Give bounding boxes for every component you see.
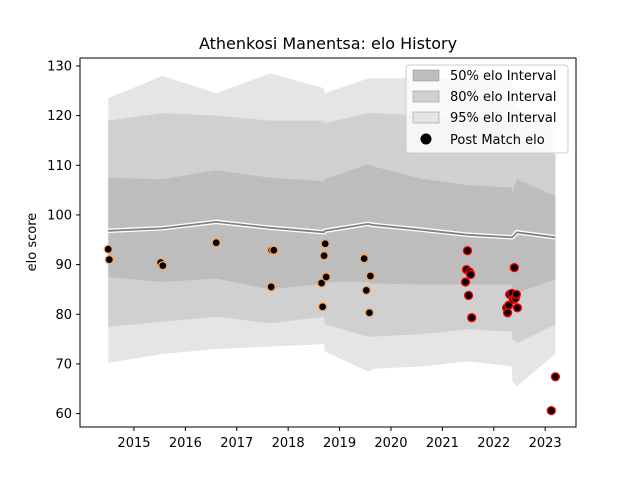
y-tick-label-60: 60 bbox=[55, 407, 72, 422]
y-tick-label-80: 80 bbox=[55, 308, 72, 323]
x-tick-label-2022: 2022 bbox=[477, 436, 510, 451]
y-tick-label-100: 100 bbox=[47, 208, 72, 223]
legend-box bbox=[405, 64, 569, 154]
data-point-13 bbox=[359, 253, 369, 264]
plot-frame bbox=[79, 57, 577, 428]
x-tick-label-2020: 2020 bbox=[374, 436, 407, 451]
data-point-34 bbox=[546, 405, 556, 416]
x-tick-label-2023: 2023 bbox=[529, 436, 562, 451]
y-axis-label: elo score bbox=[25, 213, 40, 272]
y-tick-label-90: 90 bbox=[55, 258, 72, 273]
legend-swatch-80 bbox=[412, 90, 440, 103]
x-tick-label-2018: 2018 bbox=[272, 436, 305, 451]
x-tick-label-2021: 2021 bbox=[426, 436, 459, 451]
data-point-14 bbox=[361, 285, 371, 296]
y-tick-label-70: 70 bbox=[55, 357, 72, 372]
data-point-1 bbox=[104, 254, 114, 265]
data-point-26 bbox=[504, 300, 514, 310]
data-point-25 bbox=[502, 308, 513, 318]
x-tick-label-2016: 2016 bbox=[169, 436, 202, 451]
x-tick-label-2015: 2015 bbox=[117, 436, 150, 451]
data-point-20 bbox=[463, 290, 474, 301]
x-tick-label-2019: 2019 bbox=[323, 436, 356, 451]
legend-swatch-95 bbox=[412, 111, 440, 124]
y-tick-label-130: 130 bbox=[47, 59, 72, 74]
legend-label-95: 95% elo Interval bbox=[450, 111, 557, 126]
median-line bbox=[108, 220, 556, 239]
data-point-11 bbox=[320, 239, 330, 249]
legend-marker-post-match bbox=[420, 133, 432, 145]
median-line-group bbox=[108, 219, 556, 240]
data-point-10 bbox=[319, 251, 329, 261]
data-point-32 bbox=[511, 289, 522, 300]
x-axis: 2015 2016 2017 2018 2019 2020 2021 2022 2023 bbox=[117, 427, 562, 451]
data-point-15 bbox=[365, 271, 376, 281]
x-tick-label-2017: 2017 bbox=[220, 436, 253, 451]
data-point-3 bbox=[158, 260, 168, 271]
data-point-30 bbox=[509, 262, 519, 273]
data-point-6 bbox=[269, 245, 279, 255]
data-point-19 bbox=[462, 246, 473, 256]
data-point-23 bbox=[467, 313, 477, 323]
y-tick-label-120: 120 bbox=[47, 109, 72, 124]
data-point-12 bbox=[321, 272, 331, 282]
data-point-0 bbox=[103, 244, 113, 254]
data-point-33 bbox=[512, 303, 523, 313]
legend-label-80: 80% elo Interval bbox=[450, 90, 557, 105]
post-match-points bbox=[103, 238, 561, 416]
legend-label-post-match: Post Match elo bbox=[450, 133, 545, 148]
data-point-9 bbox=[317, 302, 328, 312]
y-tick-label-110: 110 bbox=[47, 159, 72, 174]
y-axis: 60 70 80 90 100 110 120 130 bbox=[47, 59, 80, 422]
legend-label-50: 50% elo Interval bbox=[450, 69, 557, 84]
data-point-8 bbox=[316, 278, 327, 288]
legend-swatch-50 bbox=[412, 69, 440, 82]
legend: 50% elo Interval 80% elo Interval 95% el… bbox=[405, 64, 569, 154]
data-point-22 bbox=[465, 269, 476, 280]
chart-title: Athenkosi Manentsa: elo History bbox=[199, 34, 457, 53]
data-point-35 bbox=[550, 372, 561, 382]
data-point-17 bbox=[460, 277, 471, 287]
data-point-7 bbox=[266, 282, 276, 292]
data-point-4 bbox=[211, 238, 221, 248]
data-point-16 bbox=[364, 308, 375, 318]
